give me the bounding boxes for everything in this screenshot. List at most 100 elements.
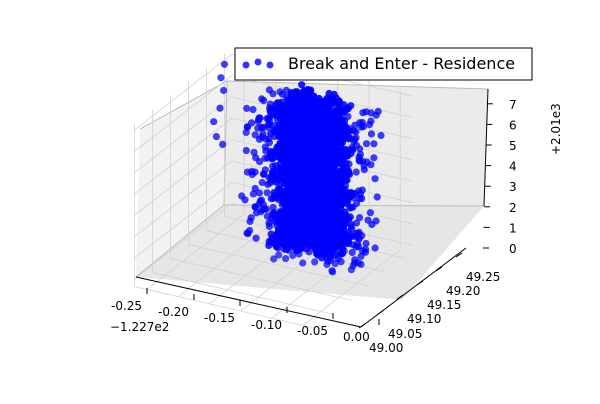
data-point: [298, 170, 306, 178]
data-point: [290, 237, 298, 245]
data-point: [284, 157, 292, 166]
data-point: [331, 260, 339, 268]
data-point: [351, 135, 359, 144]
data-point: [355, 156, 363, 164]
data-point: [340, 174, 348, 182]
data-point: [371, 175, 379, 183]
data-point: [260, 170, 268, 178]
data-point: [328, 184, 336, 192]
data-point: [312, 186, 320, 194]
grid-line: [231, 75, 413, 118]
data-point: [330, 177, 338, 185]
data-point: [318, 218, 326, 226]
legend: Break and Enter - Residence: [234, 47, 533, 81]
x-tick-label: -0.10: [251, 318, 282, 332]
grid-line: [302, 249, 401, 326]
data-point: [329, 237, 337, 245]
data-point: [347, 222, 355, 231]
data-point: [319, 137, 327, 145]
data-point: [217, 74, 225, 82]
data-point: [288, 105, 296, 114]
data-point: [347, 102, 355, 110]
y-tick-mark: [396, 294, 404, 300]
data-point: [347, 266, 355, 274]
data-point: [340, 127, 348, 135]
data-point: [326, 169, 334, 178]
data-point: [307, 190, 315, 198]
data-point: [286, 96, 294, 104]
z-tick-label: 0: [509, 242, 517, 256]
data-point: [265, 86, 273, 94]
data-point: [212, 133, 220, 141]
data-point: [323, 191, 331, 199]
legend-label: Break and Enter - Residence: [288, 54, 515, 73]
data-point: [247, 214, 255, 222]
data-point: [367, 109, 375, 117]
z-tick-label: 7: [509, 98, 517, 112]
data-point: [285, 229, 293, 237]
data-point: [289, 152, 297, 160]
data-point: [269, 162, 277, 170]
grid-line: [146, 213, 245, 290]
grid-line: [134, 118, 232, 195]
data-point: [263, 115, 271, 123]
data-point: [295, 133, 304, 141]
data-point: [352, 168, 360, 176]
data-point: [357, 123, 366, 131]
data-point: [338, 250, 346, 258]
data-point: [320, 152, 328, 160]
data-point: [295, 144, 304, 152]
data-point: [249, 190, 257, 198]
data-point: [346, 125, 354, 133]
x-offset-label: −1.227e2: [110, 320, 169, 334]
data-point: [348, 189, 356, 197]
data-point: [273, 148, 281, 156]
data-point: [259, 123, 267, 131]
data-point: [220, 60, 229, 68]
data-point: [326, 123, 334, 131]
data-point: [322, 234, 330, 242]
legend-marker: [266, 61, 274, 69]
y-tick-mark: [377, 309, 385, 315]
data-point: [305, 140, 314, 148]
grid-line: [134, 181, 232, 259]
data-point: [318, 163, 326, 171]
data-point: [357, 260, 365, 268]
data-point: [311, 181, 319, 189]
data-point: [242, 146, 250, 155]
data-point: [266, 120, 274, 129]
data-point: [303, 211, 311, 219]
data-point: [272, 235, 281, 244]
x-axis-ticks: -0.25 -0.20 -0.15 -0.10 -0.05 0.00: [111, 288, 380, 344]
data-point: [277, 209, 285, 217]
data-point: [377, 131, 385, 140]
data-point: [302, 203, 310, 211]
data-point: [296, 209, 305, 218]
grid-line: [170, 258, 352, 301]
data-point: [338, 148, 346, 156]
data-point: [332, 135, 340, 144]
data-point: [329, 268, 337, 276]
data-point: [297, 107, 305, 115]
data-point: [314, 251, 322, 259]
data-point: [311, 197, 319, 206]
data-point: [302, 121, 310, 129]
x-tick-label: -0.25: [111, 299, 142, 313]
data-point: [330, 161, 338, 169]
data-point: [250, 148, 258, 156]
data-point: [261, 205, 269, 213]
data-point: [293, 181, 302, 189]
data-point: [301, 185, 309, 193]
x-tick-label: -0.15: [204, 311, 235, 325]
y-tick-mark: [416, 280, 424, 286]
data-point: [323, 115, 331, 123]
data-point: [328, 214, 336, 222]
data-point: [304, 233, 312, 241]
data-point: [249, 105, 257, 114]
y-tick-label: 49.20: [446, 284, 480, 298]
data-point: [337, 258, 345, 266]
grid-line: [134, 54, 232, 131]
data-point: [295, 164, 303, 172]
data-point: [248, 119, 256, 127]
